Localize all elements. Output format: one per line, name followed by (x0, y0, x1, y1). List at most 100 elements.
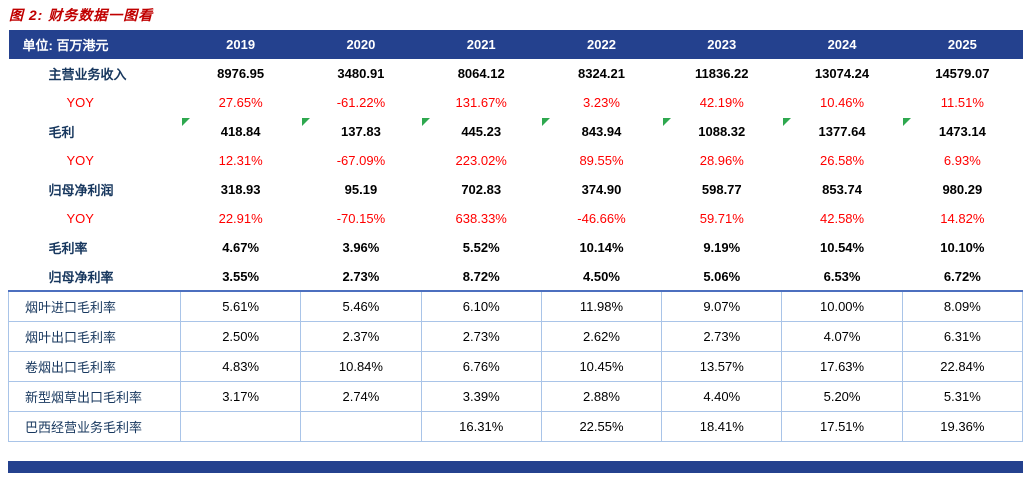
value-cell: 4.40% (661, 380, 783, 412)
value-cell: 5.52% (421, 233, 542, 262)
value-cell: 5.20% (781, 380, 903, 412)
value-cell: 2.88% (540, 380, 663, 412)
year-header-2023: 2023 (661, 30, 782, 59)
unit-label: 单位: 百万港元 (8, 30, 181, 59)
figure-title: 图 2: 财务数据一图看 (9, 7, 154, 23)
value-cell: 702.83 (421, 175, 542, 204)
table-row: 归母净利率 3.55% 2.73% 8.72% 4.50% 5.06% 6.53% 6.72% (8, 262, 1023, 291)
table-row: YOY 12.31% -67.09% 223.02% 89.55% 28.96% 26.58… (8, 146, 1023, 175)
table-body: 主营业务收入 8976.95 3480.91 8064.12 8324.21 11836.… (8, 59, 1024, 442)
value-cell: 10.10% (902, 233, 1023, 262)
excel-flag-triangle-icon (422, 118, 431, 126)
value-cell: 4.07% (781, 320, 903, 352)
value-cell: 10.14% (541, 233, 662, 262)
value-cell: 3.23% (541, 88, 662, 117)
value-cell: 9.19% (661, 233, 782, 262)
value-cell: 27.65% (180, 88, 301, 117)
cell-text: 1377.64 (818, 124, 866, 139)
value-cell: 3480.91 (300, 59, 422, 88)
row-label: 烟叶进口毛利率 (8, 290, 181, 322)
row-label: YOY (8, 88, 181, 117)
value-cell: 4.83% (179, 350, 302, 382)
row-label: 新型烟草出口毛利率 (8, 380, 181, 412)
table-head: 单位: 百万港元 2019 2020 2021 2022 2023 2024 2025 (8, 30, 1023, 59)
value-cell: 10.46% (781, 88, 903, 117)
value-cell: 8064.12 (421, 59, 542, 88)
value-cell: 3.17% (179, 380, 302, 412)
value-cell: 8.72% (421, 262, 542, 291)
value-cell: 28.96% (661, 146, 782, 175)
table-row: 归母净利润 318.93 95.19 702.83 374.90 598.77 853.74… (8, 175, 1023, 204)
value-cell: 13074.24 (781, 59, 903, 88)
value-cell: 6.10% (420, 290, 542, 322)
row-label: 归母净利率 (8, 262, 181, 291)
row-label: YOY (8, 204, 181, 233)
table-row: 烟叶出口毛利率 2.50% 2.37% 2.73% 2.62% 2.73% 4.07% 6.3… (8, 320, 1024, 352)
value-cell: 16.31% (420, 410, 542, 442)
table-row: 卷烟出口毛利率 4.83% 10.84% 6.76% 10.45% 13.57% 17.63… (8, 350, 1024, 382)
value-cell: 17.63% (781, 350, 903, 382)
excel-flag-triangle-icon (181, 118, 190, 126)
year-header-2019: 2019 (180, 30, 301, 59)
cell-text: 1473.14 (938, 124, 986, 139)
value-cell: 6.31% (901, 320, 1024, 352)
table-row: 毛利率 4.67% 3.96% 5.52% 10.14% 9.19% 10.54% 10.10… (8, 233, 1023, 262)
value-cell: -46.66% (541, 204, 662, 233)
value-cell: 6.93% (902, 146, 1023, 175)
financial-table: 单位: 百万港元 2019 2020 2021 2022 2023 2024 2025 主营业… (8, 30, 1024, 442)
value-cell: 3.55% (180, 262, 301, 291)
value-cell: 1473.14 (902, 117, 1023, 146)
value-cell: 2.50% (179, 320, 302, 352)
value-cell: 3.39% (420, 380, 542, 412)
excel-flag-triangle-icon (662, 118, 671, 126)
value-cell: 9.07% (661, 290, 783, 322)
excel-flag-triangle-icon (301, 118, 310, 126)
table-row: YOY 27.65% -61.22% 131.67% 3.23% 42.19% 10.46%… (8, 88, 1023, 117)
table-row: 烟叶进口毛利率 5.61% 5.46% 6.10% 11.98% 9.07% 10.00% 8… (8, 290, 1024, 322)
value-cell: 223.02% (421, 146, 542, 175)
value-cell: 11836.22 (661, 59, 782, 88)
value-cell: 19.36% (901, 410, 1024, 442)
row-label: 烟叶出口毛利率 (8, 320, 181, 352)
value-cell: 59.71% (661, 204, 782, 233)
row-label: 毛利 (8, 117, 181, 146)
value-cell: 26.58% (781, 146, 903, 175)
value-cell: 6.72% (902, 262, 1023, 291)
value-cell: 42.19% (661, 88, 782, 117)
value-cell: 318.93 (180, 175, 301, 204)
value-cell: 445.23 (421, 117, 542, 146)
value-cell: 843.94 (541, 117, 662, 146)
footer-accent-bar (8, 461, 1023, 473)
value-cell: 137.83 (300, 117, 422, 146)
row-label: 巴西经营业务毛利率 (8, 410, 181, 442)
excel-flag-triangle-icon (542, 118, 551, 126)
year-header-2021: 2021 (421, 30, 542, 59)
value-cell: 18.41% (661, 410, 783, 442)
cell-text: 1088.32 (698, 124, 746, 139)
value-cell: 10.45% (540, 350, 663, 382)
value-cell: 1088.32 (661, 117, 782, 146)
year-header-2025: 2025 (902, 30, 1023, 59)
value-cell: 11.98% (540, 290, 663, 322)
row-label: YOY (8, 146, 181, 175)
table-row: 主营业务收入 8976.95 3480.91 8064.12 8324.21 11836.… (8, 59, 1023, 88)
cell-text: 137.83 (341, 124, 381, 139)
value-cell: 2.73% (300, 262, 422, 291)
value-cell: 22.84% (901, 350, 1024, 382)
year-header-2022: 2022 (541, 30, 662, 59)
value-cell (179, 410, 302, 442)
value-cell: 11.51% (902, 88, 1023, 117)
value-cell: 14579.07 (902, 59, 1023, 88)
value-cell: 12.31% (180, 146, 301, 175)
value-cell: 853.74 (781, 175, 903, 204)
value-cell: 3.96% (300, 233, 422, 262)
row-label: 毛利率 (8, 233, 181, 262)
value-cell: 980.29 (902, 175, 1023, 204)
value-cell: 2.74% (300, 380, 422, 412)
table-row: 巴西经营业务毛利率 16.31% 22.55% 18.41% 17.51% 19.36% (8, 410, 1024, 442)
value-cell: 17.51% (781, 410, 903, 442)
year-header-2020: 2020 (300, 30, 422, 59)
value-cell: 2.37% (300, 320, 422, 352)
value-cell: 5.61% (179, 290, 302, 322)
